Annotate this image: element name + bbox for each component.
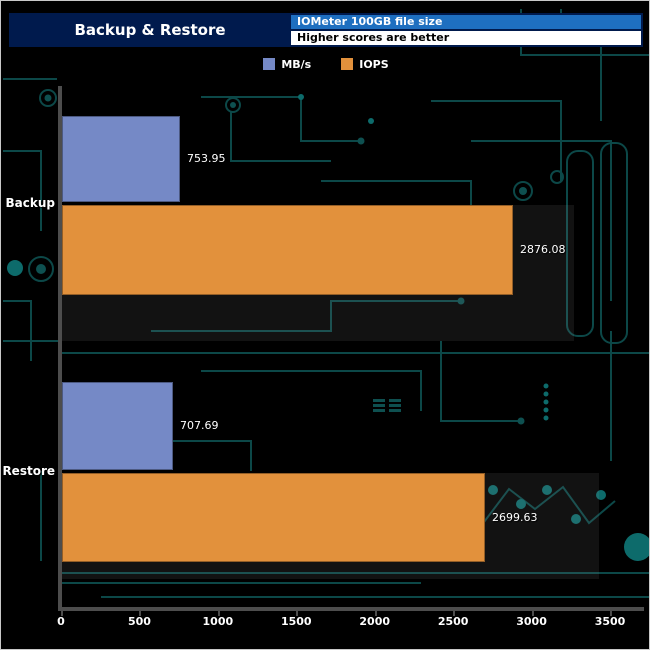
x-axis-tick [531, 611, 534, 616]
chart-header-subtitles: IOMeter 100GB file size Higher scores ar… [291, 13, 643, 47]
x-axis-tick [610, 611, 612, 616]
bar-mbs-restore [62, 382, 173, 470]
x-axis-tick [217, 611, 220, 616]
category-label-backup: Backup [5, 196, 55, 210]
bar-value-label: 2699.63 [492, 510, 538, 524]
x-axis-tick-label: 3000 [516, 615, 547, 628]
chart-title: Backup & Restore [74, 21, 226, 39]
bar-iops-backup [62, 205, 513, 295]
bar-value-label: 707.69 [180, 419, 219, 432]
x-axis-tick-label: 2500 [437, 615, 469, 628]
x-axis-tick-label: 1500 [280, 615, 312, 628]
chart-subtitle: IOMeter 100GB file size [291, 15, 641, 29]
chart-header: Backup & Restore IOMeter 100GB file size… [9, 13, 643, 47]
x-axis-tick [374, 611, 377, 616]
legend-swatch-icon [341, 58, 354, 70]
x-axis-tick-label: 500 [127, 615, 151, 628]
bar-iops-restore [62, 473, 485, 562]
category-label-restore: Restore [2, 464, 55, 478]
x-axis-tick-label: 3500 [594, 615, 626, 628]
x-axis-tick-label: 1000 [202, 615, 234, 628]
legend-item-iops: IOPS [341, 57, 389, 71]
x-axis-tick-label: 2000 [359, 615, 391, 628]
bar-mbs-backup [62, 116, 180, 202]
bar-value-label: 2876.08 [520, 243, 566, 256]
x-axis-line [58, 607, 644, 611]
x-axis-tick [61, 611, 63, 616]
legend-swatch-icon [263, 58, 276, 70]
legend-label: IOPS [359, 57, 389, 71]
chart-legend: MB/s IOPS [1, 55, 649, 73]
x-axis-tick-label: 0 [57, 615, 65, 628]
legend-item-mbs: MB/s [263, 58, 311, 71]
x-axis-tick [139, 611, 142, 616]
chart-note: Higher scores are better [291, 31, 641, 45]
x-axis-tick [453, 611, 456, 616]
bar-value-label: 753.95 [187, 152, 226, 165]
y-axis-line [58, 86, 62, 610]
x-axis-tick [296, 611, 299, 616]
legend-label: MB/s [281, 57, 312, 71]
